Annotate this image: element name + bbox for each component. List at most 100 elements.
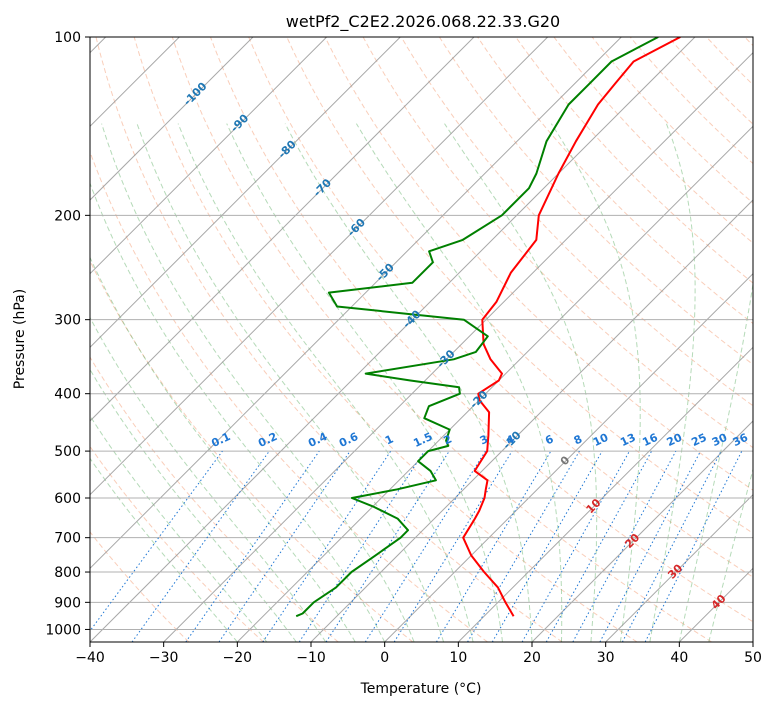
moist-adiabat (90, 316, 327, 642)
isotherm-line (457, 346, 753, 642)
x-tick-label: −10 (296, 650, 326, 666)
dry-adiabat (248, 37, 753, 578)
x-tick-label: 20 (523, 650, 541, 666)
y-tick-label: 1000 (45, 622, 81, 638)
temperature-trace (462, 37, 681, 617)
mixing-ratio-label: 30 (710, 431, 730, 449)
x-tick-label: −30 (149, 650, 179, 666)
dry-adiabat (744, 37, 753, 47)
y-tick-label: 800 (54, 565, 81, 581)
dry-adiabat (95, 37, 563, 642)
isotherm-line (752, 641, 753, 642)
dry-adiabat (133, 37, 638, 642)
dry-adiabat (210, 37, 753, 623)
isotherm-line (163, 51, 753, 642)
mixing-ratio-label: 20 (665, 431, 685, 449)
mixing-ratio-label: 0.4 (306, 430, 329, 450)
mixing-ratio-label: 0.6 (337, 430, 360, 450)
mixing-ratio-label: 0.1 (209, 430, 232, 450)
x-tick-label: 10 (449, 650, 467, 666)
isotherm-line (90, 37, 549, 496)
moist-adiabat (90, 414, 268, 642)
chart-title: wetPf2_C2E2.2026.068.22.33.G20 (286, 12, 560, 32)
dry-adiabat (324, 37, 753, 491)
moist-adiabat (678, 280, 753, 642)
dry-adiabat (90, 531, 190, 642)
mixing-ratio-label: 6 (543, 432, 556, 447)
isotherm-line (90, 37, 622, 570)
isotherm-line (384, 272, 753, 642)
mixing-ratio-line (545, 450, 653, 642)
x-axis-label: Temperature (°C) (360, 681, 482, 697)
mixing-ratio-line (621, 450, 722, 642)
mixing-ratio-label: 10 (591, 431, 611, 449)
moist-adiabat (284, 123, 533, 642)
mixing-ratio-label: 2 (442, 432, 454, 447)
mixing-ratio-label: 25 (689, 431, 708, 449)
isotherm-line (90, 37, 696, 642)
mixing-ratio-label: 36 (731, 431, 751, 449)
plot-area (90, 37, 753, 642)
mixing-ratio-line (572, 450, 677, 642)
y-axis-label: Pressure (hPa) (12, 289, 28, 389)
isotherm-label: -90 (228, 111, 251, 134)
x-tick-label: −40 (75, 650, 105, 666)
dry-adiabat (706, 37, 753, 86)
mixing-ratio-line (218, 450, 351, 642)
isotherm-line (90, 37, 475, 422)
isotherm-line (531, 420, 753, 642)
mixing-ratio-line (435, 450, 552, 642)
dry-adiabat (362, 37, 753, 449)
x-tick-label: 40 (670, 650, 688, 666)
dry-adiabat (438, 37, 753, 366)
moist-adiabat (444, 123, 598, 642)
plot-frame (89, 36, 754, 643)
isotherm-line (90, 37, 401, 349)
mixing-ratio-line (393, 450, 513, 642)
mixing-ratio-label: 13 (618, 431, 637, 449)
moist-adiabat (226, 123, 503, 642)
y-tick-label: 400 (54, 387, 81, 403)
moist-adiabat (136, 123, 445, 642)
mixing-ratio-label: 8 (572, 432, 584, 447)
moist-adiabat (550, 123, 641, 642)
x-tick-label: 50 (744, 650, 762, 666)
mixing-ratio-line (467, 450, 580, 642)
dewpoint-trace (295, 37, 659, 618)
dry-adiabat (591, 37, 753, 204)
x-tick-label: 30 (597, 650, 615, 666)
isotherm-label: -30 (434, 347, 457, 370)
y-tick-label: 300 (54, 313, 81, 329)
mixing-ratio-line (644, 450, 743, 642)
moist-adiabat (649, 123, 696, 642)
moist-adiabat (90, 181, 386, 642)
isotherm-line (90, 37, 328, 275)
y-tick-label: 600 (54, 491, 81, 507)
y-tick-label: 900 (54, 595, 81, 611)
mixing-ratio-line (131, 450, 270, 642)
mixing-ratio-label: 1 (383, 432, 395, 447)
dry-adiabat (553, 37, 753, 244)
isotherm-line (236, 125, 753, 642)
moist-adiabat (355, 123, 563, 642)
y-tick-label: 500 (54, 444, 81, 460)
x-tick-label: −20 (223, 650, 253, 666)
dry-adiabat (90, 259, 414, 642)
dry-adiabat (668, 37, 753, 125)
mixing-ratio-line (599, 450, 701, 642)
moist-adiabat (90, 368, 297, 642)
isotherm-label: 30 (665, 561, 685, 581)
dry-adiabat (171, 37, 712, 642)
isotherm-line (90, 37, 254, 201)
y-tick-label: 700 (54, 531, 81, 547)
moist-adiabat (177, 123, 474, 642)
dry-adiabat (477, 37, 753, 325)
dry-adiabat (286, 37, 753, 534)
mixing-ratio-line (185, 450, 320, 642)
mixing-ratio-line (262, 450, 392, 642)
dry-adiabat (400, 37, 753, 407)
moist-adiabat (101, 123, 415, 642)
mixing-ratio-label: 1.5 (411, 430, 434, 450)
